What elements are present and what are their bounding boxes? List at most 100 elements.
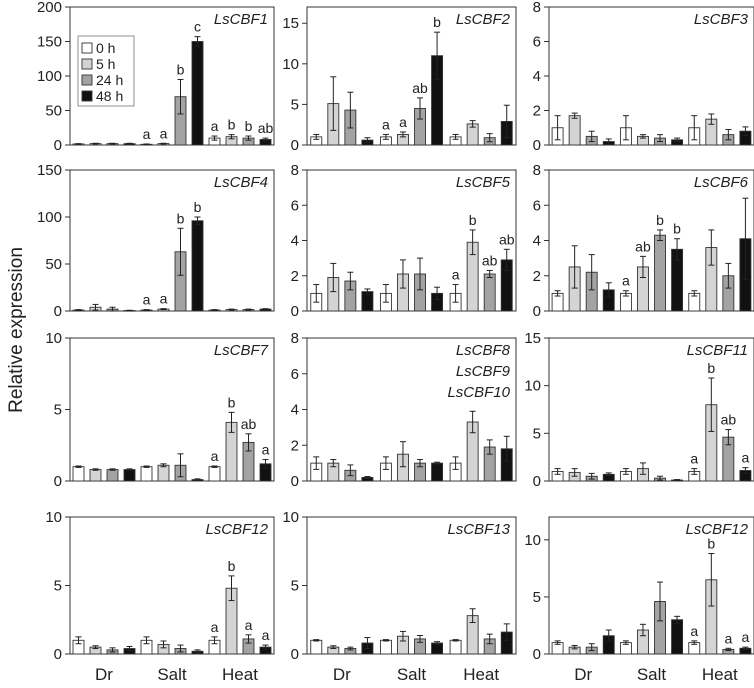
significance-letter: ab xyxy=(412,80,428,96)
significance-letter: b xyxy=(228,558,236,574)
y-tick-label: 0 xyxy=(533,303,541,320)
y-tick-label: 5 xyxy=(533,589,541,606)
y-tick-label: 0 xyxy=(533,473,541,490)
y-tick-label: 0 xyxy=(54,473,62,490)
y-tick-label: 0 xyxy=(291,137,299,154)
bar-48h-salt xyxy=(191,220,204,312)
y-tick-label: 50 xyxy=(45,256,62,273)
panel-title: LsCBF9 xyxy=(456,363,511,380)
significance-letter: a xyxy=(742,629,750,645)
bar-0h-dr xyxy=(72,466,85,482)
y-tick-label: 10 xyxy=(45,509,62,526)
bar-5h-salt xyxy=(157,464,170,482)
y-tick-label: 0 xyxy=(533,646,541,663)
legend-swatch-0h xyxy=(81,42,93,54)
y-tick-label: 0 xyxy=(533,137,541,154)
category-label-heat: Heat xyxy=(463,665,499,684)
panel-title: LsCBF7 xyxy=(214,342,269,359)
significance-letter: ab xyxy=(721,412,737,428)
panel-frame xyxy=(548,516,754,655)
panel-title: LsCBF1 xyxy=(214,11,268,28)
panel-title: LsCBF4 xyxy=(214,174,268,191)
category-label-dr: Dr xyxy=(574,665,592,684)
significance-letter: a xyxy=(690,623,698,639)
y-tick-label: 150 xyxy=(37,34,62,51)
category-label-dr: Dr xyxy=(333,665,351,684)
significance-letter: a xyxy=(245,617,253,633)
y-tick-label: 10 xyxy=(282,509,299,526)
category-label-salt: Salt xyxy=(157,665,187,684)
y-tick-label: 8 xyxy=(533,162,541,179)
legend: 0 h5 h24 h48 h xyxy=(77,35,135,107)
panel-frame xyxy=(69,169,275,312)
significance-letter: a xyxy=(262,442,270,458)
significance-letter: a xyxy=(622,273,630,289)
y-tick-label: 10 xyxy=(45,330,62,347)
category-label-salt: Salt xyxy=(637,665,667,684)
y-tick-label: 4 xyxy=(291,402,299,419)
panel-title: LsCBF5 xyxy=(456,174,511,191)
bar-0h-salt xyxy=(140,466,153,482)
significance-letter: a xyxy=(724,630,732,646)
bar-0h-salt xyxy=(379,639,392,655)
y-tick-label: 4 xyxy=(533,68,541,85)
panel-lscbf3-3: 0 2 4 6 8 LsCBF3 xyxy=(533,0,754,154)
significance-letter: a xyxy=(143,126,151,142)
legend-swatch-48h xyxy=(81,90,93,102)
y-tick-label: 0 xyxy=(291,473,299,490)
panel-frame xyxy=(306,6,517,146)
significance-letter: a xyxy=(211,118,219,134)
legend-swatch-5h xyxy=(81,58,93,70)
bar-48h-dr xyxy=(123,469,136,482)
legend-label: 48 h xyxy=(96,88,123,104)
significance-letter: a xyxy=(160,125,168,141)
y-tick-label: 0 xyxy=(291,646,299,663)
bar-0h-heat xyxy=(208,466,221,482)
y-tick-label: 0 xyxy=(291,303,299,320)
y-tick-label: 6 xyxy=(533,197,541,214)
bar-5h-dr xyxy=(89,469,102,482)
significance-letter: a xyxy=(452,267,460,283)
panel-title: LsCBF12 xyxy=(685,521,748,538)
bar-24h-salt xyxy=(654,234,666,312)
panel-lscbf4-4: 0 50 100 150 LsCBF4 a a bb xyxy=(37,162,275,320)
significance-letter: a xyxy=(143,292,151,308)
legend-swatch-24h xyxy=(81,74,93,86)
significance-letter: b xyxy=(177,61,185,77)
significance-letter: a xyxy=(160,291,168,307)
panel-title: LsCBF8 xyxy=(456,342,511,359)
y-tick-label: 5 xyxy=(54,578,62,595)
category-label-dr: Dr xyxy=(95,665,113,684)
significance-letter: b xyxy=(228,117,236,133)
y-tick-label: 5 xyxy=(54,402,62,419)
y-tick-label: 0 xyxy=(54,646,62,663)
bar-24h-dr xyxy=(106,469,119,482)
y-tick-label: 150 xyxy=(37,162,62,179)
y-tick-label: 0 xyxy=(54,137,62,154)
bar-0h-heat xyxy=(449,639,462,655)
significance-letter: ab xyxy=(482,252,498,268)
y-tick-label: 4 xyxy=(291,233,299,250)
significance-letter: b xyxy=(228,394,236,410)
panel-title: LsCBF12 xyxy=(205,521,268,538)
y-tick-label: 6 xyxy=(291,366,299,383)
panel-title: LsCBF2 xyxy=(456,11,511,28)
significance-letter: b xyxy=(707,360,715,376)
panel-title: LsCBF10 xyxy=(447,384,510,401)
y-tick-label: 2 xyxy=(533,268,541,285)
y-tick-label: 4 xyxy=(533,233,541,250)
panel-title: LsCBF11 xyxy=(687,342,748,359)
y-tick-label: 0 xyxy=(54,303,62,320)
legend-label: 5 h xyxy=(96,56,115,72)
bar-48h-salt xyxy=(431,462,444,482)
significance-letter: ab xyxy=(241,416,257,432)
y-axis-label: Relative expression xyxy=(6,247,27,413)
significance-letter: a xyxy=(262,627,270,643)
